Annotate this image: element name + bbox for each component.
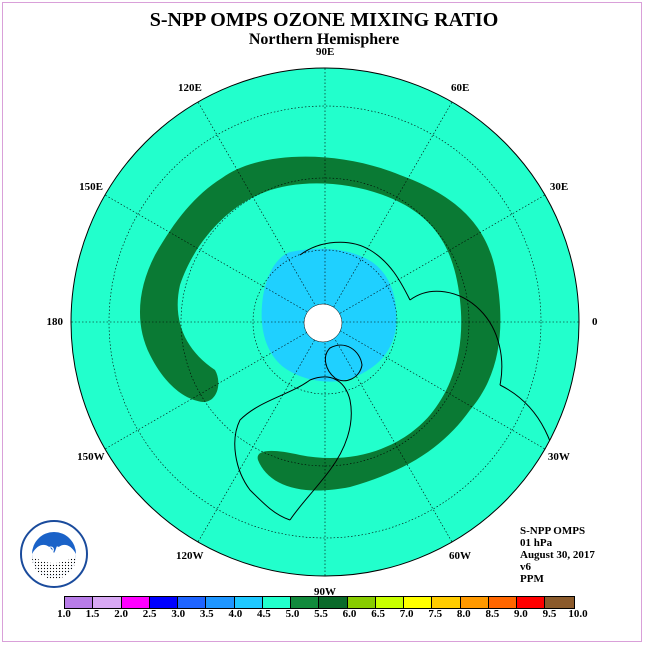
noaa-logo: NOAA bbox=[20, 520, 88, 588]
date-label: August 30, 2017 bbox=[520, 549, 595, 561]
colorbar-tick-label: 6.0 bbox=[342, 608, 357, 620]
colorbar-tick-label: 1.5 bbox=[85, 608, 100, 620]
colorbar-tick-label: 2.0 bbox=[114, 608, 128, 620]
colorbar-swatch bbox=[121, 597, 150, 608]
colorbar-tick-label: 4.0 bbox=[228, 608, 243, 620]
colorbar-swatch bbox=[234, 597, 263, 608]
colorbar bbox=[64, 596, 575, 609]
colorbar-tick-label: 6.5 bbox=[371, 608, 385, 620]
meridian-line bbox=[104, 321, 326, 450]
colorbar-swatch bbox=[517, 597, 546, 608]
colorbar-swatch bbox=[545, 597, 574, 608]
colorbar-tick-label: 10.0 bbox=[568, 608, 588, 620]
meridian-line bbox=[197, 101, 326, 323]
logo-text: NOAA bbox=[41, 545, 68, 555]
longitude-label: 0 bbox=[592, 316, 598, 328]
meridian-line bbox=[197, 321, 326, 543]
north-america bbox=[234, 376, 352, 521]
map-subtitle: Northern Hemisphere bbox=[248, 31, 400, 48]
instrument-label: S-NPP OMPS bbox=[520, 525, 586, 537]
no-data-pole bbox=[303, 303, 343, 343]
colorbar-swatch bbox=[488, 597, 517, 608]
colorbar-tick-label: 5.5 bbox=[314, 608, 328, 620]
colorbar-swatch bbox=[404, 597, 433, 608]
longitude-label: 90E bbox=[316, 46, 335, 58]
colorbar-swatch bbox=[319, 597, 348, 608]
colorbar-swatch bbox=[432, 597, 461, 608]
longitude-label: 30E bbox=[549, 181, 569, 193]
colorbar-swatch bbox=[375, 597, 404, 608]
units-label: PPM bbox=[520, 573, 544, 585]
colorbar-tick-label: 9.0 bbox=[514, 608, 528, 620]
longitude-label: 90W bbox=[314, 586, 336, 598]
longitude-label: 120E bbox=[178, 82, 202, 95]
longitude-label: 60E bbox=[451, 82, 470, 95]
colorbar-tick-label: 7.5 bbox=[428, 608, 443, 620]
colorbar-ticks: 1.0 1.5 2.0 2.5 3.0 3.5 4.0 4.5 5.0 5.5 6.0 6.5 7.0 7… bbox=[57, 608, 588, 622]
greenland bbox=[324, 344, 363, 382]
colorbar-tick-label: 3.5 bbox=[199, 608, 214, 620]
meridian-line bbox=[324, 194, 546, 323]
colorbar-tick-label: 8.0 bbox=[456, 608, 471, 620]
longitude-label: 180 bbox=[46, 316, 64, 328]
colorbar-tick-label: 1.0 bbox=[57, 608, 71, 620]
level-label: 01 hPa bbox=[520, 537, 553, 549]
longitude-label: 150E bbox=[79, 181, 104, 193]
map-title: S-NPP OMPS OZONE MIXING RATIO bbox=[149, 9, 499, 31]
colorbar-tick-label: 2.5 bbox=[142, 608, 157, 620]
colorbar-tick-label: 7.0 bbox=[399, 608, 414, 620]
longitude-label: 60W bbox=[449, 549, 471, 562]
meridian-line bbox=[104, 194, 326, 323]
colorbar-swatch bbox=[93, 597, 122, 608]
colorbar-tick-label: 8.5 bbox=[485, 608, 500, 620]
colorbar-tick-label: 9.5 bbox=[542, 608, 557, 620]
colorbar-tick-label: 5.0 bbox=[285, 608, 300, 620]
longitude-label: 30W bbox=[547, 451, 570, 463]
colorbar-swatch bbox=[347, 597, 376, 608]
version-label: v6 bbox=[520, 561, 531, 573]
info-block: S-NPP OMPS 01 hPa August 30, 2017 v6 PPM bbox=[520, 525, 595, 585]
colorbar-swatch bbox=[206, 597, 235, 608]
frame-border bbox=[2, 2, 642, 642]
map-outline bbox=[70, 67, 580, 577]
colorbar-swatch bbox=[262, 597, 291, 608]
longitude-label: 150W bbox=[77, 451, 105, 463]
eurasia bbox=[299, 241, 503, 386]
colorbar-swatch bbox=[149, 597, 178, 608]
longitude-label: 120W bbox=[176, 549, 204, 562]
colorbar-tick-label: 4.5 bbox=[257, 608, 271, 620]
meridian-line bbox=[324, 101, 453, 323]
meridian-line bbox=[324, 321, 546, 450]
colorbar-swatch bbox=[291, 597, 320, 608]
meridian-lines bbox=[71, 68, 579, 576]
colorbar-tick-label: 3.0 bbox=[171, 608, 186, 620]
meridian-line bbox=[324, 321, 453, 543]
colorbar-swatch bbox=[460, 597, 489, 608]
colorbar-swatch bbox=[178, 597, 207, 608]
colorbar-swatch bbox=[65, 597, 94, 608]
